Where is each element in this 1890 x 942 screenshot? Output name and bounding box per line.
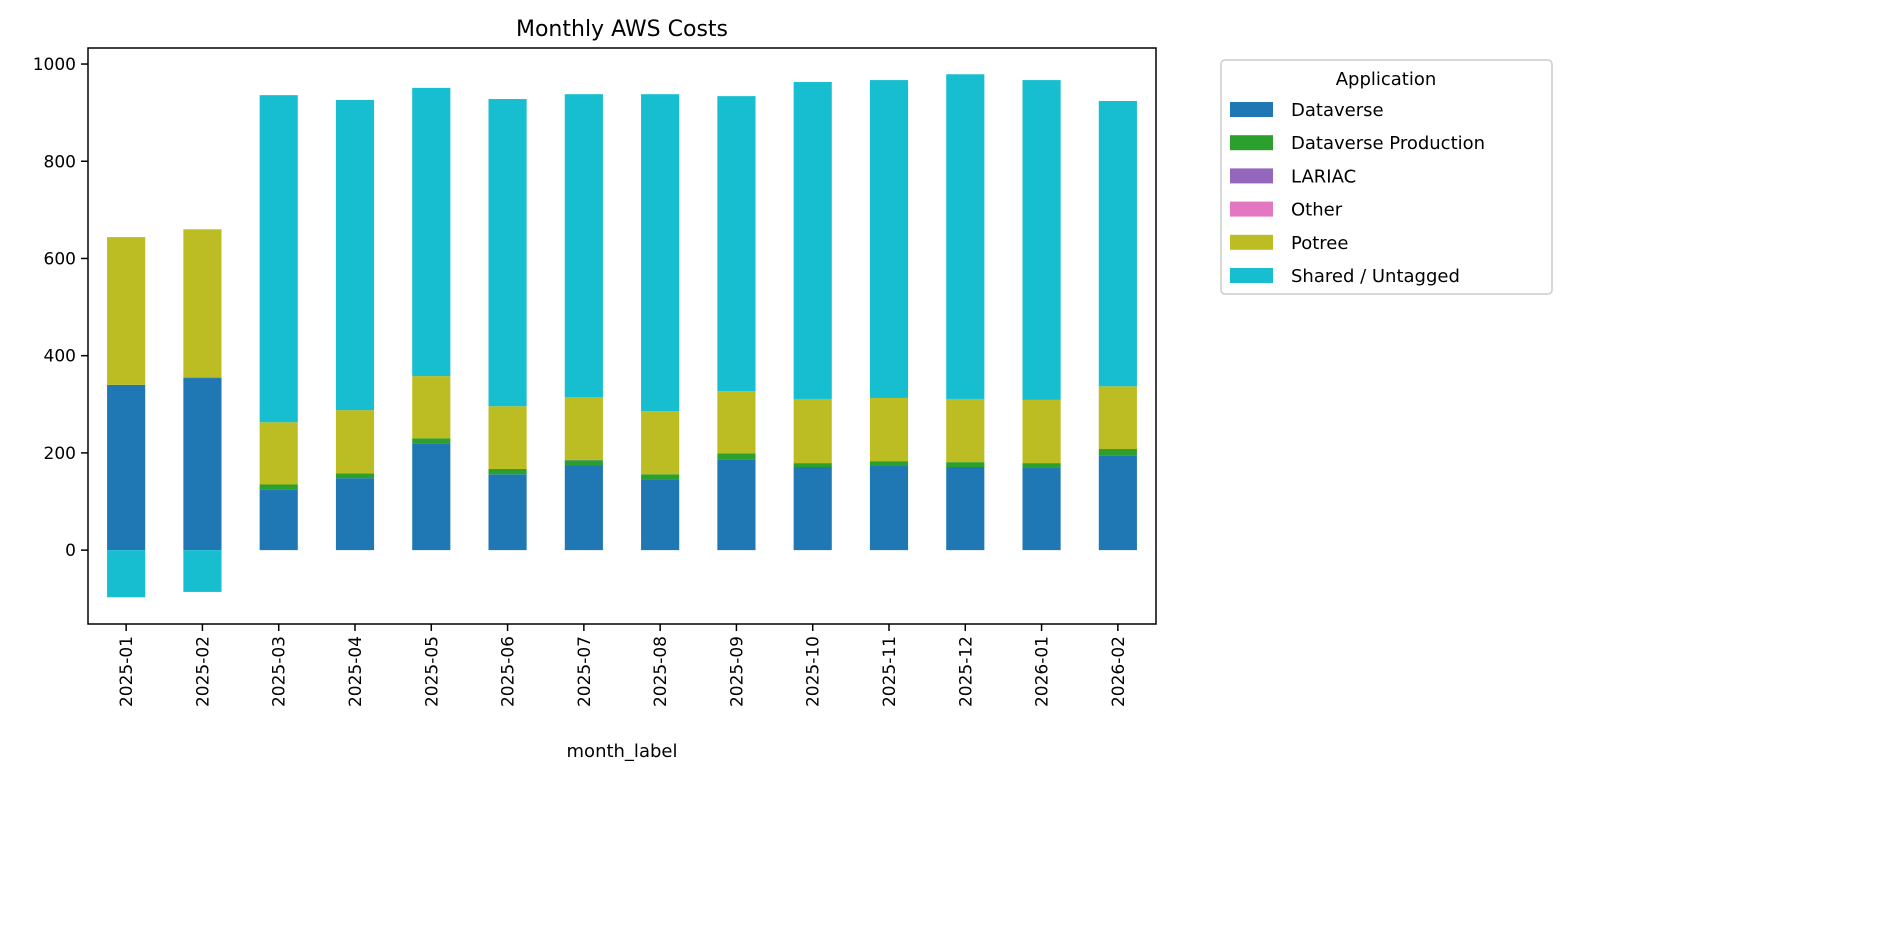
bar-segment-dataverse xyxy=(717,459,755,550)
bar-segment-potree xyxy=(1023,400,1061,463)
bar-segment-dataverse xyxy=(794,467,832,550)
bar-segment-potree xyxy=(641,411,679,474)
bar-segment-dataverse xyxy=(870,466,908,550)
x-tick-label: 2025-02 xyxy=(193,636,213,707)
legend-entry-label: LARIAC xyxy=(1291,166,1356,187)
bar-segment-shared-untagged xyxy=(794,82,832,399)
x-tick-label: 2025-04 xyxy=(346,636,366,707)
x-tick-label: 2025-07 xyxy=(575,636,595,707)
bar-segment-potree xyxy=(336,410,374,473)
y-tick-label: 1000 xyxy=(33,55,76,75)
bar-segment-potree xyxy=(565,397,603,460)
legend-swatch xyxy=(1230,235,1273,250)
bar-segment-shared-untagged xyxy=(260,95,298,422)
bar-segment-dataverse-production xyxy=(1099,449,1137,455)
x-tick-label: 2026-02 xyxy=(1109,636,1129,707)
bar-segment-shared-untagged xyxy=(1099,101,1137,386)
bar-segment-potree xyxy=(794,399,832,463)
x-tick-label: 2025-12 xyxy=(956,636,976,707)
bar-segment-shared-untagged xyxy=(489,99,527,406)
x-axis: 2025-01 2025-02 2025-03 2025-04 2025-05 2025-… xyxy=(117,624,1129,707)
bar-segment-dataverse xyxy=(1099,455,1137,550)
y-tick-label: 400 xyxy=(44,347,76,367)
legend-swatch xyxy=(1230,268,1273,283)
bar-segment-potree xyxy=(946,399,984,462)
legend-swatch xyxy=(1230,168,1273,183)
y-tick-label: 600 xyxy=(44,249,76,269)
bar-segment-dataverse xyxy=(641,479,679,550)
bar-segment-potree xyxy=(183,229,221,377)
bar-segment-dataverse xyxy=(183,378,221,550)
legend-entry-label: Potree xyxy=(1291,233,1348,254)
bar-segment-dataverse xyxy=(1023,468,1061,550)
legend-entry-label: Dataverse Production xyxy=(1291,133,1485,154)
bar-segment-shared-untagged xyxy=(412,88,450,376)
bar-segment-dataverse-production xyxy=(489,469,527,474)
bar-segment-dataverse xyxy=(565,465,603,550)
legend-swatch xyxy=(1230,202,1273,217)
bar-segment-dataverse xyxy=(489,474,527,550)
y-tick-label: 0 xyxy=(65,541,76,561)
x-tick-label: 2025-10 xyxy=(804,636,824,707)
bar-segment-dataverse-production xyxy=(641,474,679,479)
x-tick-label: 2026-01 xyxy=(1033,636,1053,707)
bar-segment-dataverse-production xyxy=(1023,463,1061,468)
x-tick-label: 2025-03 xyxy=(270,636,290,707)
legend: Application Dataverse Dataverse Productio… xyxy=(1221,60,1552,294)
bar-segment-dataverse-production xyxy=(412,438,450,443)
bar-segment-potree xyxy=(489,406,527,469)
bar-segment-dataverse-production xyxy=(260,484,298,489)
y-tick-label: 200 xyxy=(44,444,76,464)
bar-segment-shared-untagged xyxy=(107,550,145,597)
bar-segment-potree xyxy=(717,391,755,453)
x-tick-label: 2025-06 xyxy=(499,636,519,707)
bar-segment-potree xyxy=(412,376,450,438)
bar-segment-shared-untagged xyxy=(183,550,221,592)
bar-segment-potree xyxy=(870,398,908,461)
legend-title: Application xyxy=(1336,69,1437,90)
bar-segment-dataverse-production xyxy=(336,473,374,478)
bar-segment-shared-untagged xyxy=(336,100,374,410)
x-tick-label: 2025-05 xyxy=(422,636,442,707)
legend-swatch xyxy=(1230,135,1273,150)
bar-segment-dataverse-production xyxy=(565,460,603,465)
bar-segment-potree xyxy=(1099,386,1137,449)
legend-entry-label: Shared / Untagged xyxy=(1291,266,1460,287)
bar-segment-dataverse-production xyxy=(717,453,755,459)
y-tick-label: 800 xyxy=(44,152,76,172)
x-tick-label: 2025-09 xyxy=(727,636,747,707)
legend-entry-label: Other xyxy=(1291,200,1343,221)
bar-segment-dataverse-production xyxy=(794,463,832,467)
legend-swatch xyxy=(1230,102,1273,117)
bars xyxy=(107,74,1137,597)
bar-segment-dataverse-production xyxy=(870,461,908,466)
bar-segment-shared-untagged xyxy=(565,94,603,397)
bar-segment-shared-untagged xyxy=(717,96,755,391)
y-axis: 0 200 400 600 800 1000 xyxy=(33,55,88,561)
x-axis-label: month_label xyxy=(567,741,678,762)
bar-segment-dataverse xyxy=(336,478,374,550)
bar-segment-dataverse xyxy=(260,489,298,550)
bar-segment-dataverse xyxy=(946,467,984,550)
x-tick-label: 2025-08 xyxy=(651,636,671,707)
bar-segment-dataverse xyxy=(412,443,450,550)
x-tick-label: 2025-01 xyxy=(117,636,137,707)
bar-segment-dataverse-production xyxy=(946,462,984,467)
legend-entry-label: Dataverse xyxy=(1291,100,1384,121)
chart-title: Monthly AWS Costs xyxy=(516,17,728,42)
bar-segment-dataverse xyxy=(107,385,145,550)
bar-segment-shared-untagged xyxy=(641,94,679,411)
bar-segment-shared-untagged xyxy=(1023,80,1061,400)
bar-segment-potree xyxy=(260,422,298,484)
x-tick-label: 2025-11 xyxy=(880,636,900,707)
bar-segment-shared-untagged xyxy=(870,80,908,398)
axes-frame xyxy=(88,48,1156,624)
bar-segment-shared-untagged xyxy=(946,74,984,399)
bar-segment-potree xyxy=(107,237,145,385)
